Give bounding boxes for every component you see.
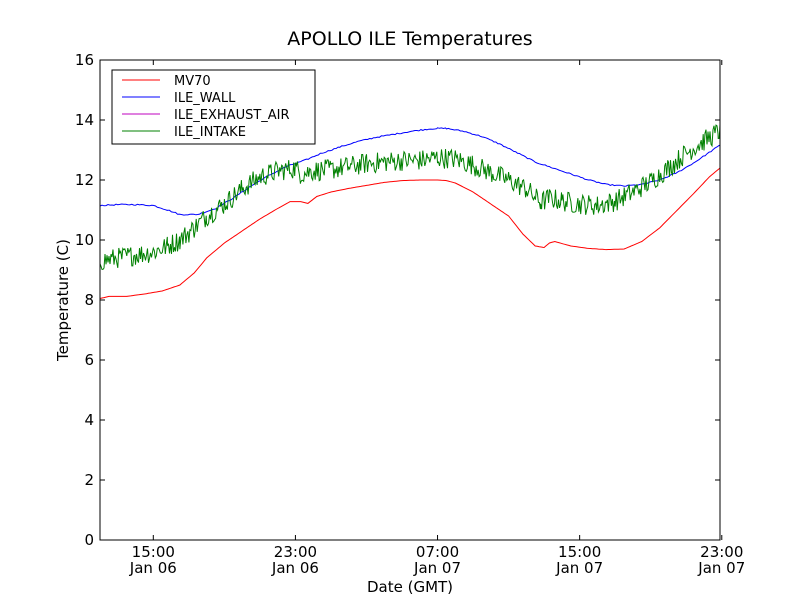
series-line-ile-intake [100, 120, 720, 270]
x-tick-date: Jan 07 [413, 559, 461, 577]
series-line-mv70 [100, 167, 720, 299]
x-tick-date: Jan 06 [129, 559, 177, 577]
series-line-ile-wall [100, 127, 720, 216]
legend-box [111, 69, 316, 145]
legend-label: ILE_WALL [174, 91, 236, 106]
y-tick-label: 10 [75, 231, 94, 249]
y-tick-label: 0 [84, 531, 94, 549]
x-axis-label: Date (GMT) [367, 578, 453, 596]
legend-label: ILE_EXHAUST_AIR [174, 108, 290, 123]
x-tick-date: Jan 06 [271, 559, 319, 577]
chart-title: APOLLO ILE Temperatures [287, 28, 532, 50]
plot-frame [99, 59, 721, 541]
x-tick-time: 23:00 [274, 543, 317, 561]
y-tick-label: 8 [84, 291, 94, 309]
x-tick-time: 07:00 [416, 543, 459, 561]
y-tick-label: 14 [75, 111, 94, 129]
y-tick-label: 12 [75, 171, 94, 189]
series-group [100, 120, 720, 299]
y-tick-label: 16 [75, 51, 94, 69]
y-tick-label: 2 [84, 471, 94, 489]
x-tick-time: 15:00 [132, 543, 175, 561]
x-tick-date: Jan 07 [697, 559, 745, 577]
y-axis-label: Temperature (C) [54, 239, 72, 362]
x-tick-date: Jan 07 [555, 559, 603, 577]
legend-label: MV70 [174, 74, 211, 89]
x-tick-time: 15:00 [558, 543, 601, 561]
legend-label: ILE_INTAKE [174, 125, 246, 140]
legend: MV70 ILE_WALL ILE_EXHAUST_AIR ILE_INTAKE [111, 69, 316, 145]
x-tick-time: 23:00 [700, 543, 743, 561]
y-tick-label: 4 [84, 411, 94, 429]
y-tick-label: 6 [84, 351, 94, 369]
